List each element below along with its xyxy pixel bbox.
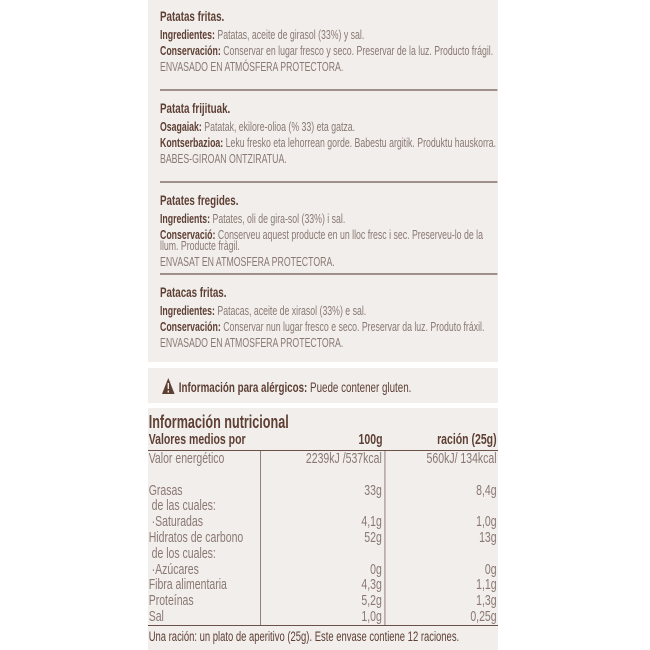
value-100g: 5,2g [260, 593, 386, 609]
product-name: Patata frijituak. [160, 100, 231, 116]
packaging-line: ENVASADO EN ATMOSFERA PROTECTORA. [160, 336, 344, 350]
conservation-line: Kontserbazioa: Leku fresko eta lehorrean… [160, 136, 497, 150]
ingredients-line: Ingredients: Patates, oli de gira-sol (3… [160, 212, 497, 226]
nutrition-panel: Información nutricional Valores medios p… [148, 408, 498, 650]
nutrient-name [148, 467, 260, 483]
product-name: Patatas fritas. [160, 8, 225, 24]
conservation-line: Conservación: Conservar en lugar fresco … [160, 44, 497, 58]
conservation-text: Conservar nun lugar fresco e seco. Prese… [223, 320, 485, 334]
nutrient-name: Sal [148, 607, 164, 625]
nutrient-name: ·Azúcares [148, 560, 199, 578]
nutrition-table: Valor energético 2239kJ /537kcal 560kJ/ 13… [148, 451, 498, 626]
nutrition-row: ·Saturadas 4,1g 1,0g [148, 514, 498, 530]
nutrition-row: Valor energético 2239kJ /537kcal 560kJ/ 13… [148, 451, 498, 467]
ingredients-label: Ingredients: [160, 212, 211, 226]
conservation-line: Conservació: Conserveu aquest producte e… [160, 228, 497, 253]
value-serving: 1,3g [476, 592, 497, 610]
nutrition-header: Valores medios por 100g ración (25g) [148, 432, 498, 451]
conservation-line: Conservación: Conservar nun lugar fresco… [160, 320, 497, 334]
packaging-line: ENVASAT EN ATMOSFERA PROTECTORA. [160, 255, 335, 269]
language-section: Patatas fritas. Ingredientes: Patatas, a… [160, 7, 498, 91]
ingredients-line: Osagaiak: Patatak, ekilore-olioa (% 33) … [160, 120, 497, 134]
value-serving [385, 546, 496, 562]
nutrient-name: de los cuales: [148, 544, 216, 562]
allergen-label: Información para alérgicos: [178, 379, 308, 395]
packaging-line: BABES-GIROAN ONTZIRATUA. [160, 152, 287, 166]
value-100g [260, 545, 386, 562]
conservation-text: Leku fresko eta lehorrean gorde. Babestu… [225, 136, 497, 150]
ingredients-text: Patatak, ekilore-olioa (% 33) eta gatza. [204, 120, 356, 134]
conservation-text: Conserveu aquest producte en un lloc fre… [160, 228, 483, 253]
conservation-label: Conservació: [160, 228, 216, 242]
nutrition-row: Grasas 33g 8,4g [148, 481, 498, 499]
value-serving: 8,4g [476, 481, 497, 499]
allergen-panel: Información para alérgicos: Puede conten… [148, 368, 498, 403]
nutrition-title: Información nutricional [148, 412, 289, 432]
nutrition-row: de los cuales: [148, 544, 498, 562]
allergen-text: Puede contener gluten. [310, 379, 412, 395]
header-serving: ración (25g) [437, 431, 497, 448]
ingredients-label: Ingredientes: [160, 304, 215, 318]
value-100g: 4,3g [260, 577, 386, 594]
ingredients-label: Osagaiak: [160, 120, 202, 134]
ingredients-text: Patates, oli de gira-sol (33%) i sal. [212, 212, 346, 226]
ingredients-label: Ingredientes: [160, 28, 215, 42]
nutrition-footnote: Una ración: un plato de aperitivo (25g).… [148, 628, 460, 644]
nutrient-name: Fibra alimentaria [148, 576, 227, 594]
nutrition-row: ·Azúcares 0g 0g [148, 560, 498, 578]
nutrition-row: Sal 1,0g 0,25g [148, 609, 498, 625]
value-serving: 1,0g [476, 513, 497, 531]
language-section: Patacas fritas. Ingredientes: Patacas, a… [160, 283, 497, 365]
value-serving: 560kJ/ 134kcal [426, 450, 497, 467]
value-serving: 1,1g [476, 576, 497, 594]
nutrient-name: ·Saturadas [148, 513, 203, 531]
language-section: Patata frijituak. Osagaiak: Patatak, eki… [160, 99, 498, 183]
nutrition-row: Proteínas 5,2g 1,3g [148, 593, 498, 609]
nutrient-name: de las cuales: [148, 497, 216, 515]
value-100g: 2239kJ /537kcal [260, 451, 386, 467]
value-100g: 1,0g [260, 609, 386, 625]
value-100g: 0g [260, 561, 386, 578]
packaging-line: ENVASADO EN ATMÓSFERA PROTECTORA. [160, 60, 344, 74]
conservation-label: Conservación: [160, 44, 221, 58]
product-name: Patates fregides. [160, 192, 239, 208]
nutrient-name: Grasas [148, 481, 183, 499]
conservation-label: Kontserbazioa: [160, 136, 224, 150]
language-section: Patates fregides. Ingredients: Patates, … [160, 191, 498, 275]
value-serving: 13g [479, 528, 497, 546]
value-serving: 0g [484, 560, 497, 578]
value-100g [260, 466, 386, 483]
nutrition-row: de las cuales: [148, 497, 498, 515]
header-label: Valores medios por [148, 431, 246, 448]
ingredients-line: Ingredientes: Patatas, aceite de girasol… [160, 28, 497, 42]
value-serving [385, 467, 496, 483]
value-serving [385, 498, 496, 514]
warning-triangle-icon [162, 378, 175, 394]
value-100g: 33g [260, 482, 386, 499]
nutrient-name: Proteínas [148, 592, 194, 610]
value-100g: 4,1g [260, 514, 386, 530]
value-serving: 0,25g [470, 607, 497, 625]
nutrition-row: Fibra alimentaria 4,3g 1,1g [148, 576, 498, 594]
product-name: Patacas fritas. [160, 284, 227, 300]
ingredients-panel: Patatas fritas. Ingredientes: Patatas, a… [148, 0, 498, 362]
value-100g: 52g [260, 530, 386, 546]
nutrient-name: Valor energético [148, 450, 225, 467]
conservation-label: Conservación: [160, 320, 221, 334]
nutrition-row [148, 466, 498, 483]
nutrient-name: Hidratos de carbono [148, 528, 244, 546]
ingredients-text: Patatas, aceite de girasol (33%) y sal. [217, 28, 365, 42]
nutrition-row: Hidratos de carbono 52g 13g [148, 530, 498, 546]
ingredients-text: Patacas, aceite de xirasol (33%) e sal. [217, 304, 367, 318]
conservation-text: Conservar en lugar fresco y seco. Preser… [223, 44, 494, 58]
value-100g [260, 498, 386, 515]
ingredients-line: Ingredientes: Patacas, aceite de xirasol… [160, 304, 497, 318]
header-100g: 100g [358, 431, 383, 448]
